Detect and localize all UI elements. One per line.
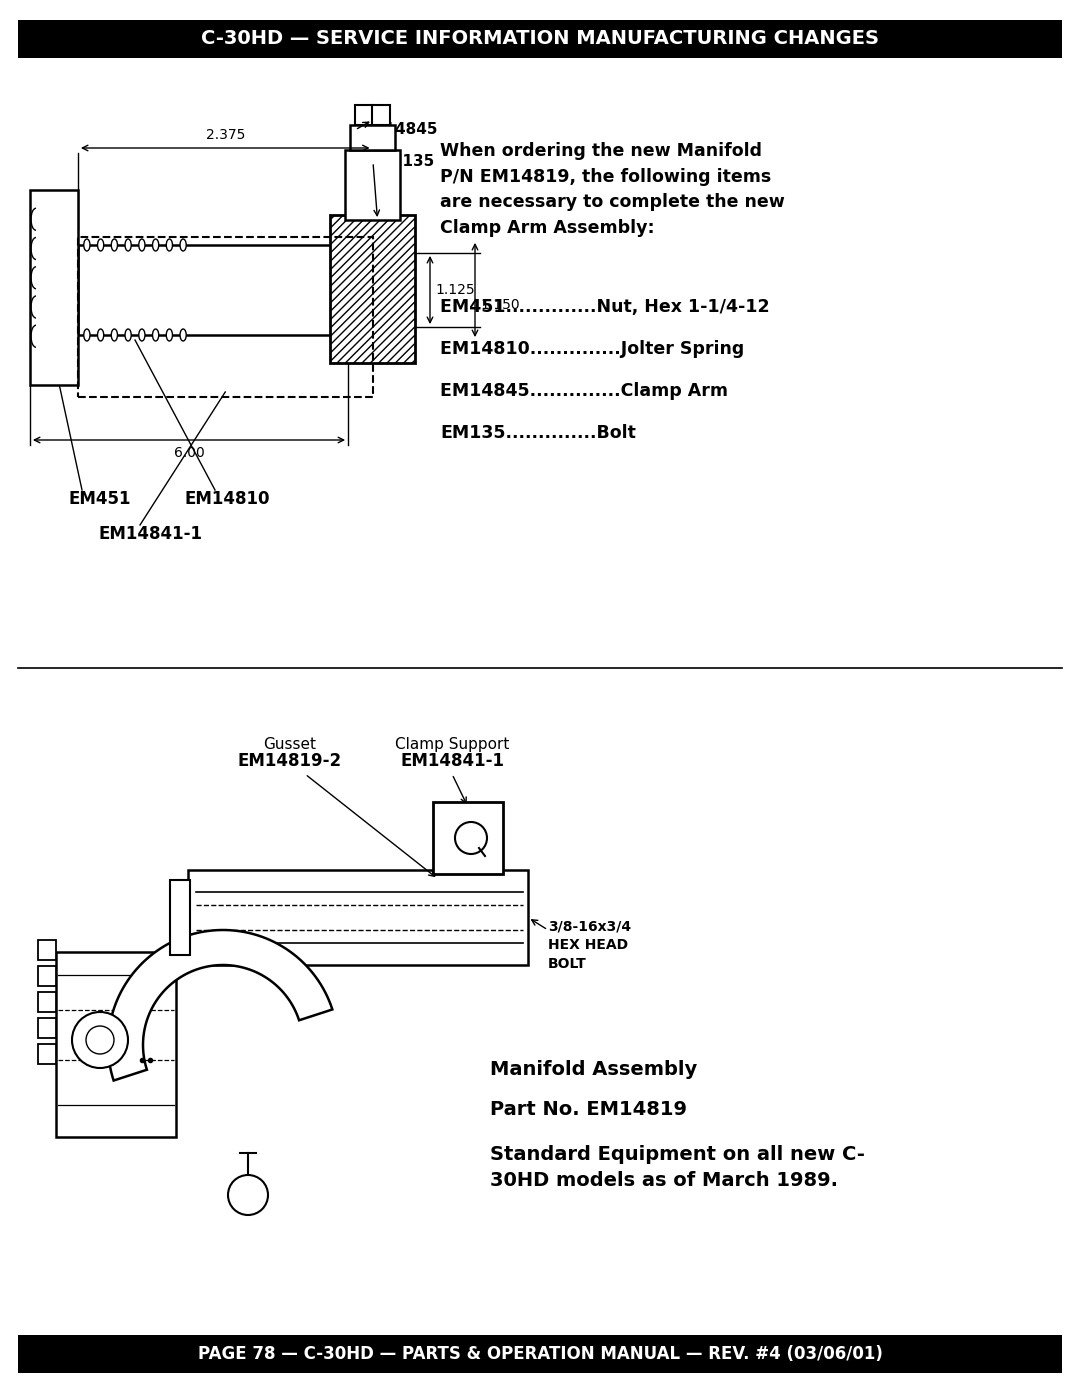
Text: When ordering the new Manifold
P/N EM14819, the following items
are necessary to: When ordering the new Manifold P/N EM148… xyxy=(440,142,785,237)
Bar xyxy=(30,190,78,386)
Text: 2.375: 2.375 xyxy=(205,129,245,142)
Bar xyxy=(345,149,400,219)
Text: EM135: EM135 xyxy=(378,155,435,169)
Text: EM14810: EM14810 xyxy=(185,490,270,509)
Text: Manifold Assembly: Manifold Assembly xyxy=(490,1060,698,1078)
Ellipse shape xyxy=(97,239,104,251)
Polygon shape xyxy=(108,930,333,1080)
Bar xyxy=(38,1044,56,1065)
Text: EM14845..............Clamp Arm: EM14845..............Clamp Arm xyxy=(440,381,728,400)
Bar xyxy=(18,20,1062,59)
Ellipse shape xyxy=(84,330,90,341)
Bar xyxy=(38,965,56,986)
Ellipse shape xyxy=(180,330,186,341)
Circle shape xyxy=(72,1011,129,1067)
Ellipse shape xyxy=(111,239,118,251)
Circle shape xyxy=(455,821,487,854)
Bar xyxy=(38,940,56,960)
Text: 6.00: 6.00 xyxy=(174,446,204,460)
Bar xyxy=(330,215,415,363)
Text: Part No. EM14819: Part No. EM14819 xyxy=(490,1099,687,1119)
Text: EM14841-1: EM14841-1 xyxy=(98,525,202,543)
Text: EM14810..............Jolter Spring: EM14810..............Jolter Spring xyxy=(440,339,744,358)
Polygon shape xyxy=(433,870,503,875)
Text: C-30HD — SERVICE INFORMATION MANUFACTURING CHANGES: C-30HD — SERVICE INFORMATION MANUFACTURI… xyxy=(201,29,879,49)
Ellipse shape xyxy=(152,330,159,341)
Ellipse shape xyxy=(84,239,90,251)
Ellipse shape xyxy=(125,239,131,251)
Bar xyxy=(78,237,373,397)
Ellipse shape xyxy=(180,239,186,251)
Text: Standard Equipment on all new C-
30HD models as of March 1989.: Standard Equipment on all new C- 30HD mo… xyxy=(490,1146,865,1190)
Text: EM14819-2: EM14819-2 xyxy=(238,752,342,770)
Text: EM451: EM451 xyxy=(68,490,131,509)
Text: EM451..............Nut, Hex 1-1/4-12: EM451..............Nut, Hex 1-1/4-12 xyxy=(440,298,770,316)
Bar xyxy=(18,1336,1062,1373)
Text: EM14841-1: EM14841-1 xyxy=(400,752,504,770)
Text: 3/8-16x3/4
HEX HEAD
BOLT: 3/8-16x3/4 HEX HEAD BOLT xyxy=(548,921,631,971)
Text: Gusset: Gusset xyxy=(264,738,316,752)
Bar xyxy=(78,244,348,335)
Bar xyxy=(38,992,56,1011)
Ellipse shape xyxy=(125,330,131,341)
Text: PAGE 78 — C-30HD — PARTS & OPERATION MANUAL — REV. #4 (03/06/01): PAGE 78 — C-30HD — PARTS & OPERATION MAN… xyxy=(198,1345,882,1363)
Text: 1.125: 1.125 xyxy=(435,284,474,298)
Ellipse shape xyxy=(139,239,145,251)
Ellipse shape xyxy=(166,330,173,341)
Bar xyxy=(355,105,373,124)
Circle shape xyxy=(86,1025,114,1053)
Bar xyxy=(170,880,190,956)
Ellipse shape xyxy=(97,330,104,341)
Ellipse shape xyxy=(139,330,145,341)
Text: EM14845: EM14845 xyxy=(360,123,438,137)
Bar xyxy=(433,802,503,875)
Bar xyxy=(188,870,528,965)
Bar xyxy=(38,1018,56,1038)
Ellipse shape xyxy=(166,239,173,251)
Text: EM135..............Bolt: EM135..............Bolt xyxy=(440,425,636,441)
Ellipse shape xyxy=(111,330,118,341)
Bar xyxy=(372,105,390,124)
Bar xyxy=(350,124,395,149)
Text: Clamp Support: Clamp Support xyxy=(395,738,509,752)
Ellipse shape xyxy=(152,239,159,251)
Circle shape xyxy=(228,1175,268,1215)
Text: 1.150: 1.150 xyxy=(480,298,519,312)
Bar xyxy=(56,951,176,1137)
